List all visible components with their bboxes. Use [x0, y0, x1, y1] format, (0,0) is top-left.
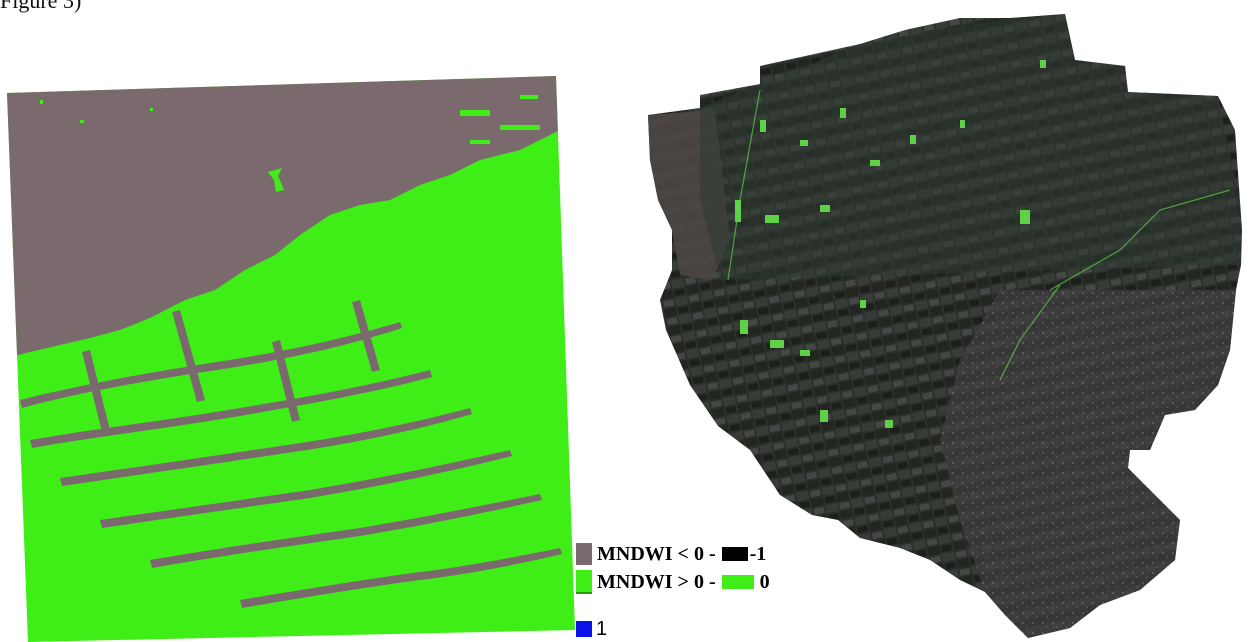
legend-value-one: 1 — [596, 617, 608, 640]
satellite-urban-section — [940, 290, 1236, 638]
map-legend: MNDWI < 0 - -1 MNDWI > 0 - 0 1 — [576, 540, 836, 642]
legend-label-positive: MNDWI > 0 - — [597, 570, 716, 593]
mndwi-negative-area — [7, 76, 575, 360]
mndwi-positive-specks — [40, 95, 540, 192]
legend-swatch-green — [576, 570, 592, 594]
legend-label-negative: MNDWI < 0 - — [597, 542, 716, 565]
legend-value-negative: -1 — [749, 542, 767, 565]
mndwi-negative-ridges — [20, 300, 562, 608]
legend-row-positive: MNDWI > 0 - 0 — [576, 570, 770, 594]
satellite-canals — [727, 89, 1231, 381]
legend-swatch-black — [721, 547, 748, 561]
satellite-upper-section — [700, 14, 1242, 280]
legend-swatch-grey — [576, 543, 592, 565]
figure-caption-fragment: Figure 3) — [0, 0, 82, 13]
legend-value-positive: 0 — [759, 570, 770, 593]
legend-row-one: 1 — [576, 617, 607, 641]
legend-row-negative: MNDWI < 0 - -1 — [576, 542, 766, 566]
legend-swatch-bright-green — [721, 575, 754, 589]
legend-swatch-blue — [576, 621, 592, 637]
